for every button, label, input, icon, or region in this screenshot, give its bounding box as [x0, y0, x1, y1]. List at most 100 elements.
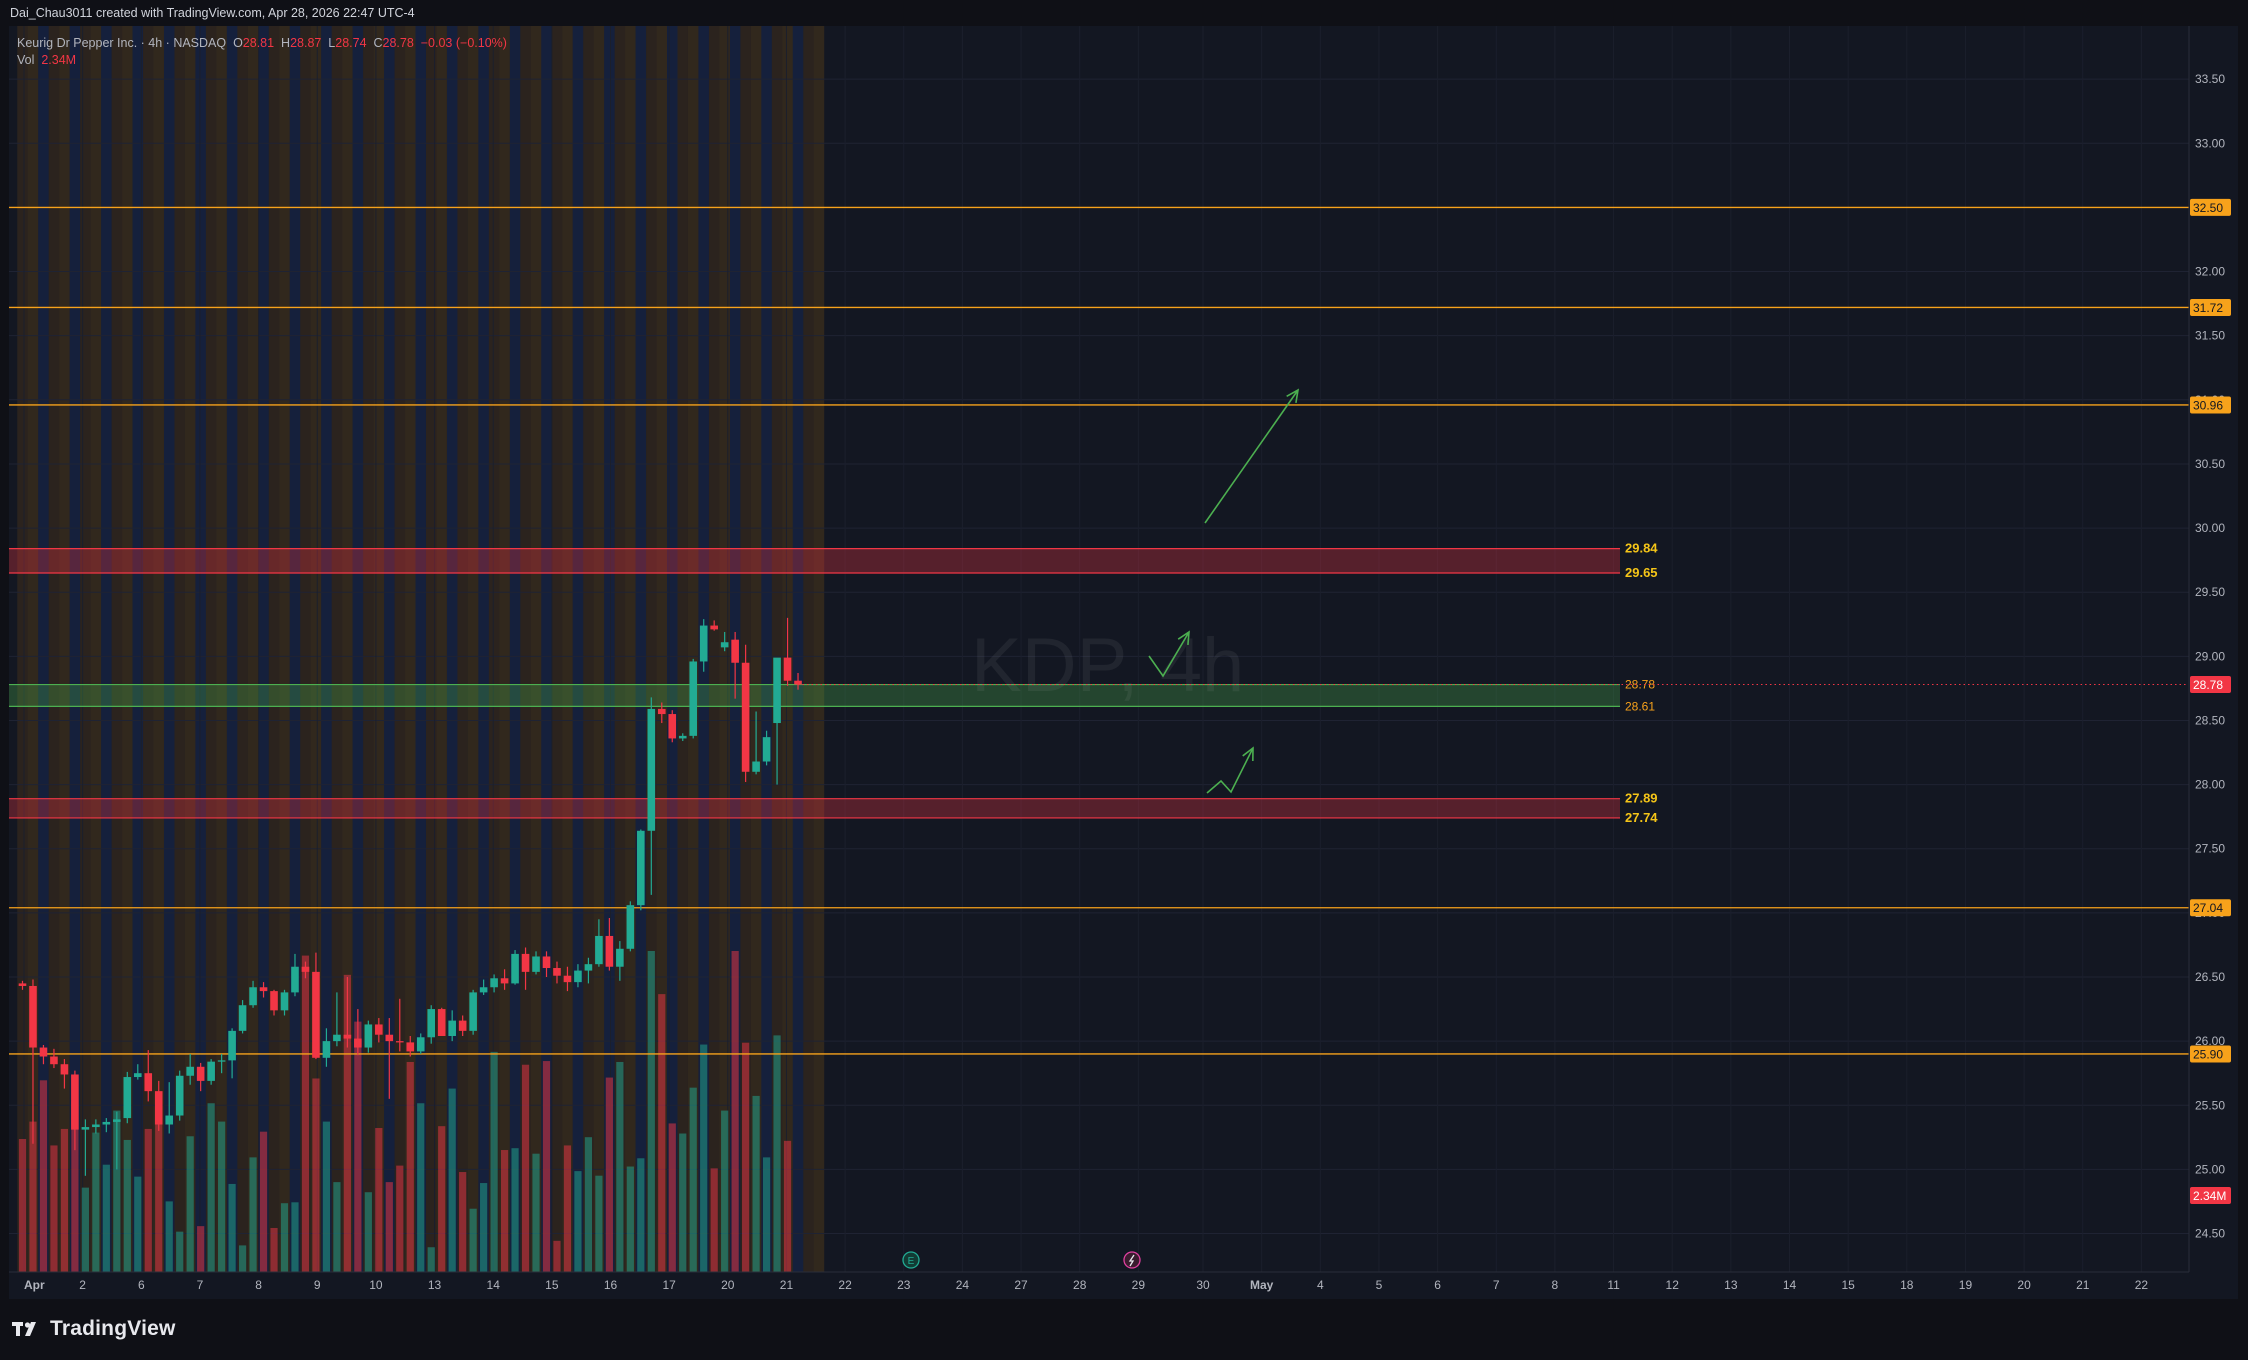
session-stripe	[530, 26, 542, 1272]
volume-bar	[113, 1110, 121, 1272]
session-stripe	[761, 26, 772, 1272]
candle-up	[217, 1060, 226, 1062]
red-zone	[9, 548, 1620, 573]
candle-up	[479, 987, 488, 993]
candle-up	[113, 1119, 121, 1122]
dividend-marker-icon[interactable]	[1123, 1251, 1141, 1269]
price-tick-label: 30.00	[2195, 521, 2225, 535]
time-tick-label: 8	[255, 1278, 262, 1292]
candle-down	[39, 1047, 48, 1057]
session-stripe	[363, 26, 374, 1272]
candle-down	[563, 975, 572, 983]
open-label: O	[233, 36, 243, 50]
volume-bar	[92, 1132, 100, 1272]
arrow-head	[1286, 388, 1300, 403]
time-tick-label: 14	[1783, 1278, 1797, 1292]
candle-up	[584, 964, 593, 971]
candle-down	[731, 639, 739, 663]
volume-bar	[427, 1247, 435, 1272]
candle-up	[228, 1030, 236, 1061]
candle-up	[647, 708, 656, 831]
last-price-badge	[2190, 676, 2231, 694]
candle-down	[395, 1041, 404, 1043]
price-tick-label: 27.50	[2195, 842, 2225, 856]
time-tick-label: 6	[138, 1278, 145, 1292]
candle-down	[542, 956, 551, 969]
green-zone	[9, 684, 1620, 707]
level-price-badge-text: 27.04	[2193, 901, 2223, 915]
tradingview-brand[interactable]: TradingView	[12, 1317, 176, 1341]
time-tick-label: 8	[1552, 1278, 1559, 1292]
candle-down	[259, 987, 268, 992]
zone-bottom-label: 27.74	[1625, 810, 1658, 825]
earnings-marker-icon[interactable]: E	[902, 1251, 920, 1269]
volume-bar	[301, 955, 310, 1272]
candle-up	[448, 1020, 456, 1036]
level-price-badge	[2190, 396, 2231, 414]
session-stripe	[593, 26, 605, 1272]
time-tick-label: May	[1250, 1278, 1274, 1292]
session-stripe	[38, 26, 49, 1272]
volume-bar	[39, 1080, 48, 1272]
close-label: C	[373, 36, 383, 50]
volume-bar	[207, 1103, 215, 1272]
chart-area[interactable]: 29.84 29.65 28.78 28.61 27.89 27.74 KDP, 4h E 24…	[9, 26, 2238, 1299]
time-tick-label: 29	[1132, 1278, 1146, 1292]
price-axis	[2189, 26, 2238, 1299]
time-tick-label: 15	[545, 1278, 559, 1292]
session-stripe	[59, 26, 70, 1272]
session-stripe	[352, 26, 364, 1272]
volume-bar	[312, 1078, 320, 1272]
session-stripe	[750, 26, 762, 1272]
level-price-badge	[2190, 899, 2231, 917]
volume-bar	[563, 1145, 572, 1272]
candle-up	[207, 1061, 215, 1081]
session-stripe	[457, 26, 468, 1272]
candle-up	[490, 978, 498, 988]
candle-down	[375, 1024, 383, 1035]
candle-down	[794, 680, 802, 685]
volume-value: 2.34M	[41, 53, 77, 67]
candle-up	[291, 966, 299, 993]
candle-up	[532, 956, 540, 972]
candle-up	[616, 948, 624, 967]
candle-down	[270, 991, 278, 1011]
low-value: 28.74	[335, 36, 367, 50]
session-stripe	[677, 26, 688, 1272]
time-tick-label: 2	[79, 1278, 86, 1292]
session-stripe	[614, 26, 626, 1272]
volume-bar	[521, 1064, 530, 1272]
chart-legend: Keurig Dr Pepper Inc. · 4h · NASDAQ O 28.…	[17, 35, 507, 69]
time-tick-label: 9	[314, 1278, 321, 1292]
session-stripe	[321, 26, 332, 1272]
session-stripe	[415, 26, 426, 1272]
volume-bar	[165, 1201, 173, 1272]
candle-up	[637, 830, 645, 906]
session-stripe	[646, 26, 657, 1272]
volume-bar	[50, 1145, 58, 1272]
time-tick-label: 10	[369, 1278, 383, 1292]
time-tick-label: 4	[1317, 1278, 1324, 1292]
volume-bar	[354, 1021, 362, 1272]
volume-bar	[385, 1182, 393, 1272]
volume-badge	[2190, 1187, 2231, 1204]
session-stripe	[27, 26, 39, 1272]
time-tick-label: 20	[721, 1278, 735, 1292]
time-tick-label: 22	[2135, 1278, 2149, 1292]
candle-up	[427, 1009, 436, 1038]
session-stripe	[331, 26, 343, 1272]
session-stripe	[478, 26, 489, 1272]
candle-down	[783, 657, 792, 681]
session-stripe	[342, 26, 353, 1272]
candle-down	[60, 1064, 69, 1075]
volume-bar	[731, 951, 739, 1272]
candle-down	[458, 1020, 467, 1031]
session-stripe	[708, 26, 720, 1272]
high-label: H	[281, 36, 291, 50]
volume-bar	[375, 1128, 383, 1272]
session-stripe	[80, 26, 91, 1272]
bottom-bar	[0, 1302, 2248, 1360]
session-stripe	[467, 26, 479, 1272]
symbol-description: Keurig Dr Pepper Inc. · 4h · NASDAQ	[17, 36, 227, 50]
